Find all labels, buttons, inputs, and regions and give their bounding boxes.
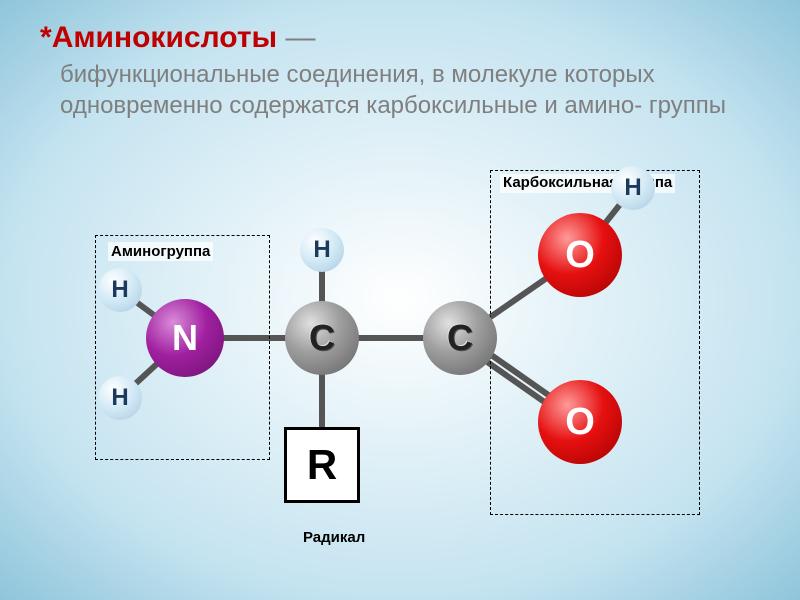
atom-c-alpha: C xyxy=(285,301,359,375)
amino-group-label: Аминогруппа xyxy=(108,242,213,261)
atom-h-c: H xyxy=(300,228,344,272)
atom-o-hydroxyl: O xyxy=(538,213,622,297)
atom-h-o: H xyxy=(611,166,655,210)
header: *Аминокислоты — xyxy=(0,0,800,59)
r-group: R xyxy=(284,427,360,503)
title: Аминокислоты xyxy=(52,21,277,54)
atom-h-n1: H xyxy=(98,268,142,312)
molecule-diagram: Аминогруппа Карбоксильная группа Радикал… xyxy=(90,180,730,580)
atom-h-n2: H xyxy=(98,376,142,420)
description: бифункциональные соединения, в молекуле … xyxy=(0,59,800,121)
atom-n: N xyxy=(146,299,224,377)
atom-o-carbonyl: O xyxy=(538,380,622,464)
dash: — xyxy=(277,21,315,54)
atom-c-carboxyl: C xyxy=(423,301,497,375)
bullet: * xyxy=(40,21,52,54)
radical-label: Радикал xyxy=(300,528,368,547)
